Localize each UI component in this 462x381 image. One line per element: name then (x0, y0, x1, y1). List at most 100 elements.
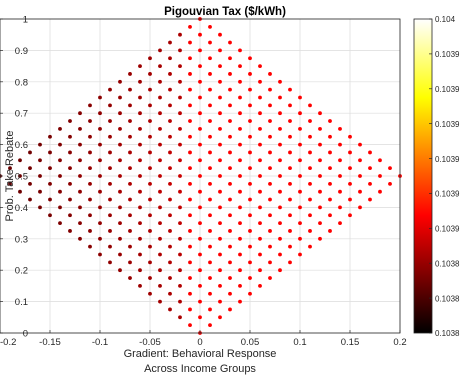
scatter-point (268, 181, 272, 186)
scatter-point (328, 166, 332, 171)
scatter-point (248, 119, 252, 123)
scatter-point (158, 111, 162, 116)
scatter-point (168, 181, 172, 186)
scatter-point (228, 72, 232, 76)
scatter-point (158, 48, 162, 53)
scatter-point (258, 142, 262, 147)
scatter-point (228, 134, 232, 139)
y-tick-label: 0.6 (15, 140, 28, 151)
scatter-point (348, 197, 352, 202)
scatter-point (148, 72, 152, 76)
scatter-point (288, 213, 292, 218)
scatter-point (218, 268, 222, 273)
scatter-point (328, 150, 332, 155)
scatter-point (138, 126, 142, 131)
scatter-point (78, 236, 82, 241)
scatter-point (328, 197, 332, 202)
scatter-point (168, 276, 172, 280)
scatter-point (288, 260, 292, 265)
scatter-point (128, 276, 132, 280)
scatter-point (148, 103, 152, 108)
scatter-point (218, 79, 222, 84)
scatter-point (208, 244, 212, 249)
scatter-point (208, 197, 212, 202)
scatter-point (388, 166, 392, 171)
scatter-point (238, 174, 242, 178)
scatter-point (198, 158, 202, 163)
scatter-point (158, 284, 162, 288)
scatter-point (158, 95, 162, 100)
scatter-point (198, 221, 202, 226)
scatter-point (138, 142, 142, 147)
scatter-point (178, 236, 182, 241)
scatter-point (38, 158, 42, 163)
scatter-point (148, 213, 152, 218)
scatter-point (168, 197, 172, 202)
scatter-point (188, 103, 192, 108)
scatter-point (178, 174, 182, 178)
colorbar-ticks: 0.104 0.1039 0.1039 0.1039 0.1039 0.1039 0.103… (429, 15, 460, 338)
scatter-point (228, 307, 232, 312)
scatter-point (228, 181, 232, 186)
scatter-point (248, 213, 252, 218)
scatter-point (88, 103, 92, 108)
scatter-point (258, 236, 262, 241)
scatter-point (288, 150, 292, 155)
scatter-point (128, 166, 132, 171)
scatter-point (118, 142, 122, 147)
scatter-point (118, 79, 122, 84)
scatter-point (338, 126, 342, 131)
scatter-point (308, 150, 312, 155)
scatter-point (18, 189, 22, 194)
scatter-point (118, 126, 122, 131)
scatter-point (158, 221, 162, 226)
scatter-point (168, 307, 172, 312)
scatter-point (268, 197, 272, 202)
scatter-point (78, 189, 82, 194)
scatter-point (278, 95, 282, 100)
scatter-point (208, 150, 212, 155)
scatter-point (188, 181, 192, 186)
scatter-point (248, 244, 252, 249)
scatter-point (148, 56, 152, 61)
scatter-point (288, 181, 292, 186)
scatter-point (288, 166, 292, 171)
scatter-point (78, 174, 82, 178)
scatter-point (218, 142, 222, 147)
scatter-point (38, 205, 42, 210)
scatter-point (88, 166, 92, 171)
scatter-point (248, 103, 252, 108)
scatter-point (98, 174, 102, 178)
scatter-point (138, 205, 142, 210)
scatter-point (168, 291, 172, 296)
scatter-point (248, 72, 252, 76)
scatter-point (268, 213, 272, 218)
x-tick-label: -0.2 (0, 337, 16, 348)
scatter-point (198, 79, 202, 84)
scatter-point (108, 244, 112, 249)
scatter-point (258, 221, 262, 226)
scatter-point (138, 95, 142, 100)
scatter-point (178, 64, 182, 68)
scatter-point (268, 260, 272, 265)
scatter-point (228, 87, 232, 92)
scatter-point (108, 229, 112, 233)
scatter-point (338, 205, 342, 210)
scatter-point (188, 307, 192, 312)
scatter-point (138, 174, 142, 178)
scatter-point (368, 197, 372, 202)
scatter-point (218, 205, 222, 210)
scatter-point (248, 166, 252, 171)
scatter-point (308, 244, 312, 249)
scatter-point (208, 229, 212, 233)
scatter-point (168, 134, 172, 139)
x-tick-label: 0.1 (293, 337, 306, 348)
scatter-point (168, 40, 172, 45)
scatter-point (168, 166, 172, 171)
scatter-point (98, 252, 102, 257)
scatter-point (198, 142, 202, 147)
scatter-point (318, 158, 322, 163)
scatter-point (218, 221, 222, 226)
scatter-point (258, 79, 262, 84)
